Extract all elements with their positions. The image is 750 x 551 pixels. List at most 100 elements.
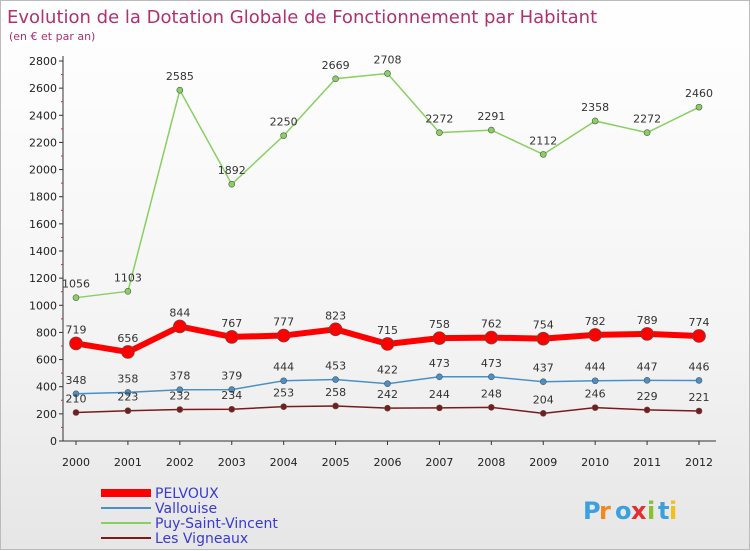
data-point <box>124 407 132 415</box>
data-point <box>692 329 706 343</box>
data-label: 210 <box>66 393 87 406</box>
y-tick-label: 0 <box>50 435 57 448</box>
logo-letter: x <box>631 497 647 525</box>
data-point <box>436 373 443 381</box>
data-point <box>643 406 651 414</box>
data-point <box>228 405 236 413</box>
data-label: 348 <box>66 374 87 387</box>
data-point <box>121 345 135 359</box>
data-label: 223 <box>117 391 138 404</box>
data-point <box>69 336 83 351</box>
legend-label: PELVOUX <box>155 486 219 502</box>
y-tick-label: 1400 <box>29 245 57 258</box>
data-point <box>276 328 291 343</box>
data-label: 232 <box>169 390 190 403</box>
data-point <box>380 337 395 351</box>
data-label: 248 <box>481 387 502 400</box>
data-point <box>124 389 132 396</box>
data-label: 422 <box>377 364 398 377</box>
series-layer: 348 358 378 379 444 453 422 473 473 437 444 447 446 2… <box>62 53 713 417</box>
data-label: 782 <box>585 315 606 328</box>
x-tick-label: 2008 <box>477 456 505 469</box>
data-point <box>539 410 547 417</box>
data-point <box>384 70 391 77</box>
data-label: 447 <box>637 360 658 373</box>
series-pelvoux: 719 656 844 767 777 823 715 758 762 754 782 789 774 <box>66 306 710 359</box>
x-tick-label: 2009 <box>529 456 557 469</box>
y-tick-label: 800 <box>36 326 57 339</box>
legend-label: Les Vigneaux <box>155 531 248 547</box>
data-point <box>588 328 602 342</box>
axes: 0 200 400 600 800 1000 1200 1400 1600 1800 2000 220… <box>29 55 716 469</box>
data-point <box>328 322 343 337</box>
data-point <box>640 327 654 341</box>
logo-letter: t <box>658 497 669 525</box>
data-label: 762 <box>481 318 502 331</box>
data-point <box>224 330 239 344</box>
data-point <box>176 406 184 413</box>
data-label: 2460 <box>685 87 713 100</box>
x-tick-label: 2001 <box>114 456 142 469</box>
series-puy-saint-vincent: 1056 1103 2585 1892 2250 2669 2708 2272 2291 2112… <box>62 53 713 301</box>
x-tick-label: 2006 <box>374 456 402 469</box>
data-label: 444 <box>585 361 606 374</box>
data-label: 2250 <box>270 116 298 129</box>
data-point <box>228 180 236 188</box>
data-label: 656 <box>117 332 138 345</box>
data-point <box>72 294 80 301</box>
data-label: 719 <box>66 323 87 336</box>
legend-label: Puy-Saint-Vincent <box>155 516 278 532</box>
data-label: 1892 <box>218 164 246 177</box>
x-tick-label: 2005 <box>322 456 350 469</box>
legend-label: Vallouise <box>155 501 217 517</box>
proxiti-logo: Pr o x i t i <box>583 497 677 525</box>
y-tick-label: 2800 <box>29 55 57 68</box>
data-label: 2272 <box>425 113 453 126</box>
data-label: 758 <box>429 318 450 331</box>
y-tick-label: 2600 <box>29 82 57 95</box>
data-point <box>591 117 599 125</box>
data-label: 253 <box>273 387 294 400</box>
y-tick-label: 1800 <box>29 191 57 204</box>
data-label: 1056 <box>62 278 90 291</box>
logo-letter: i <box>669 497 677 525</box>
data-point <box>384 380 391 388</box>
data-label: 754 <box>533 319 554 332</box>
x-tick-label: 2012 <box>685 456 713 469</box>
series-vallouise: 348 358 378 379 444 453 422 473 473 437 444 447 446 <box>66 357 710 398</box>
data-point <box>228 386 236 393</box>
data-point <box>488 404 495 411</box>
data-label: 453 <box>325 360 346 373</box>
data-label: 2272 <box>633 113 661 126</box>
data-label: 204 <box>533 393 554 406</box>
logo-letter: P <box>583 497 601 525</box>
x-tick-label: 2000 <box>62 456 90 469</box>
y-tick-label: 200 <box>36 408 57 421</box>
data-point <box>432 331 447 345</box>
data-label: 774 <box>689 316 710 329</box>
data-label: 444 <box>273 361 294 374</box>
y-tick-label: 600 <box>36 354 57 367</box>
y-tick-label: 1600 <box>29 218 57 231</box>
data-label: 2669 <box>322 59 350 72</box>
data-point <box>280 132 287 139</box>
data-point <box>539 378 547 385</box>
data-point <box>484 330 499 345</box>
data-point <box>695 407 703 415</box>
data-label: 844 <box>169 306 190 319</box>
data-label: 358 <box>117 372 138 385</box>
data-label: 473 <box>429 357 450 370</box>
data-point <box>536 331 551 346</box>
data-label: 437 <box>533 362 554 375</box>
data-label: 378 <box>169 370 190 383</box>
data-point <box>332 75 339 83</box>
data-label: 767 <box>221 317 242 330</box>
data-label: 2358 <box>581 101 609 114</box>
data-point <box>332 402 339 410</box>
data-label: 221 <box>689 391 710 404</box>
data-point <box>591 377 599 385</box>
y-tick-label: 1200 <box>29 272 57 285</box>
data-point <box>643 377 651 384</box>
data-point <box>124 288 132 295</box>
